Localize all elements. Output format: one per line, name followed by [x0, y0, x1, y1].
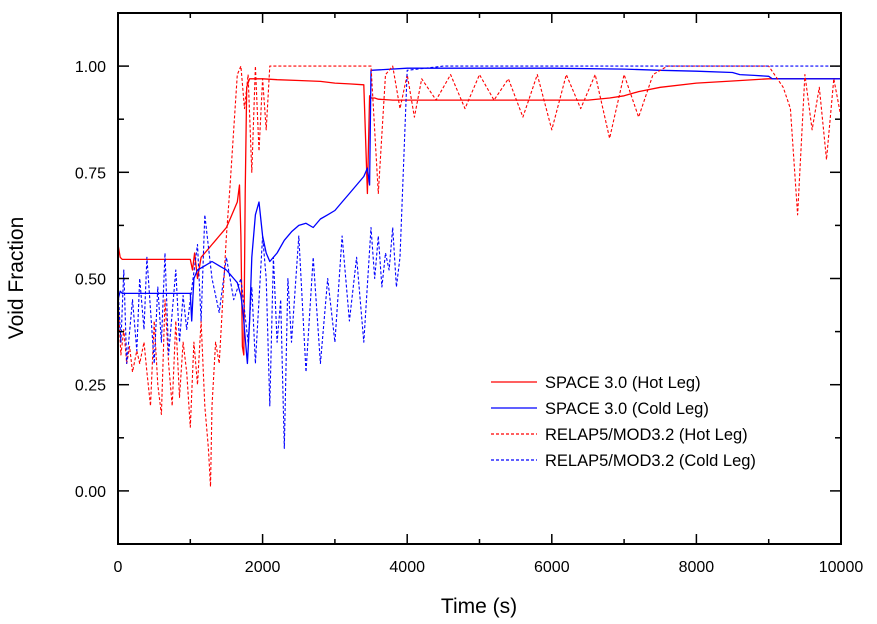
axes-layer: 0 2000 4000 6000 8000 10000 0.00 0.25 0.50 0.75 1.…: [75, 12, 864, 576]
y-axis-title: Void Fraction: [5, 217, 28, 340]
legend: SPACE 3.0 (Hot Leg) SPACE 3.0 (Cold Leg) R…: [491, 374, 756, 470]
x-tick-label: 2000: [245, 559, 281, 576]
legend-label: SPACE 3.0 (Cold Leg): [545, 400, 709, 418]
x-tick-label: 6000: [534, 559, 570, 576]
y-tick-label: 0.00: [75, 484, 106, 501]
x-axis-title: Time (s): [441, 595, 517, 618]
series-line-space-3-0-hot-leg: [118, 78, 841, 356]
x-tick-label: 4000: [389, 559, 425, 576]
series-layer: [118, 65, 841, 488]
series-line-space-3-0-cold-leg: [118, 67, 841, 365]
y-tick-label: 0.50: [75, 272, 106, 289]
y-tick-label: 1.00: [75, 59, 106, 76]
series-line-relap5-mod3-2-cold-leg: [118, 65, 841, 449]
x-tick-label: 8000: [679, 559, 715, 576]
x-tick-label: 10000: [819, 559, 864, 576]
legend-label: RELAP5/MOD3.2 (Cold Leg): [545, 452, 756, 470]
y-tick-label: 0.75: [75, 165, 106, 182]
x-tick-label: 0: [114, 559, 123, 576]
series-line-relap5-mod3-2-hot-leg: [118, 65, 841, 488]
legend-label: SPACE 3.0 (Hot Leg): [545, 374, 701, 392]
y-tick-label: 0.25: [75, 378, 106, 395]
legend-label: RELAP5/MOD3.2 (Hot Leg): [545, 426, 748, 444]
